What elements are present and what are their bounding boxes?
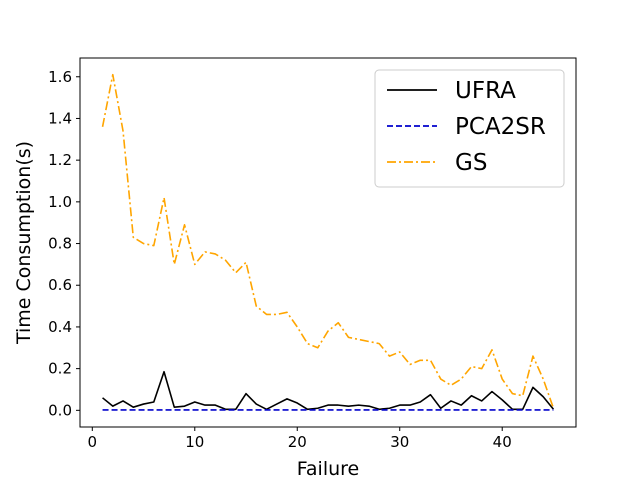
y-axis-label: Time Consumption(s) <box>13 141 35 345</box>
series-layer <box>101 73 555 411</box>
y-tick-label: 0.6 <box>48 276 72 294</box>
legend-label-gs: GS <box>455 150 487 176</box>
x-axis-ticks: 0 10 20 30 40 <box>88 427 512 451</box>
legend: UFRA PCA2SR GS <box>374 69 565 188</box>
x-tick-label: 40 <box>493 433 512 451</box>
legend-box <box>374 69 565 188</box>
y-tick-label: 1.2 <box>48 151 72 169</box>
x-tick-label: 0 <box>88 433 98 451</box>
y-tick-label: 0.2 <box>48 360 72 378</box>
y-tick-label: 0.8 <box>48 235 72 253</box>
y-tick-label: 1.6 <box>48 68 72 86</box>
y-tick-label: 1.4 <box>48 109 72 127</box>
legend-label-pca2sr: PCA2SR <box>455 114 546 140</box>
x-tick-label: 10 <box>185 433 204 451</box>
y-axis-ticks: 0.0 0.2 0.4 0.6 0.8 1.0 1.2 1.4 1.6 <box>48 68 80 419</box>
legend-label-ufra: UFRA <box>455 78 516 104</box>
y-tick-label: 0.0 <box>48 401 72 419</box>
y-tick-label: 0.4 <box>48 318 72 336</box>
series-line-ufra <box>102 370 555 411</box>
plot-frame <box>79 57 577 428</box>
series-line-gs <box>101 73 555 409</box>
x-tick-label: 20 <box>288 433 307 451</box>
y-tick-label: 1.0 <box>48 193 72 211</box>
x-tick-label: 30 <box>390 433 409 451</box>
x-axis-label: Failure <box>297 458 360 480</box>
